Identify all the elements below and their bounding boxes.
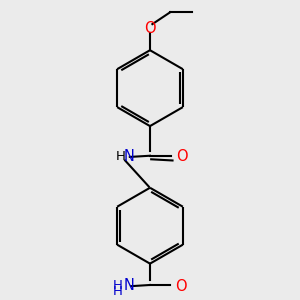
Text: H: H: [112, 279, 122, 292]
Text: O: O: [176, 149, 188, 164]
Text: O: O: [144, 21, 156, 36]
Text: H: H: [112, 285, 122, 298]
Text: H: H: [116, 150, 125, 164]
Text: N: N: [124, 149, 135, 164]
Text: O: O: [175, 279, 187, 294]
Text: N: N: [123, 278, 134, 293]
